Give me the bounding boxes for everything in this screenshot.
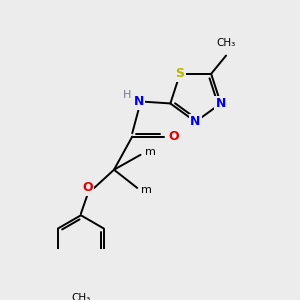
Text: m: m bbox=[141, 184, 152, 195]
Text: CH₃: CH₃ bbox=[216, 38, 236, 48]
Text: H: H bbox=[123, 90, 131, 100]
Text: N: N bbox=[190, 115, 201, 128]
Text: O: O bbox=[168, 130, 179, 143]
Text: O: O bbox=[82, 182, 93, 194]
Text: S: S bbox=[176, 67, 184, 80]
Text: m: m bbox=[145, 147, 155, 157]
Text: N: N bbox=[216, 97, 226, 110]
Text: N: N bbox=[134, 95, 144, 108]
Text: CH₃: CH₃ bbox=[71, 293, 91, 300]
